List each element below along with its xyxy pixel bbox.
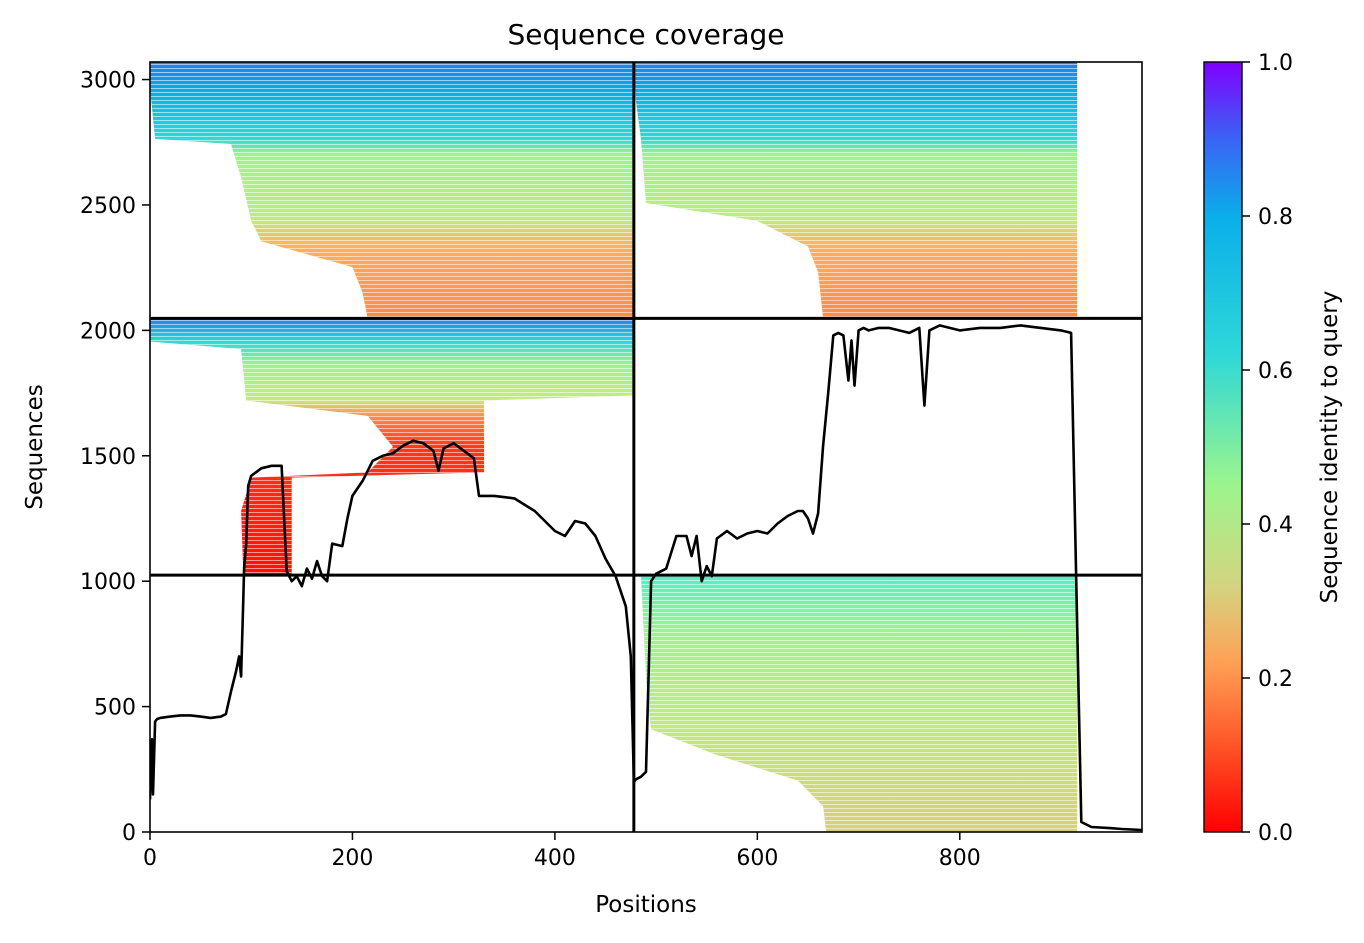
colorbar-tick-label: 0.4 xyxy=(1258,513,1293,538)
x-axis-label: Positions xyxy=(595,892,697,918)
y-tick-label: 2500 xyxy=(80,194,136,219)
x-tick-label: 800 xyxy=(939,846,981,871)
x-axis: 0 200 400 600 800 xyxy=(143,832,981,871)
block-boundaries xyxy=(150,62,1142,832)
coverage-block-texture-1 xyxy=(150,62,634,319)
y-tick-label: 2000 xyxy=(80,319,136,344)
colorbar-tick-label: 0.8 xyxy=(1258,205,1293,230)
y-tick-label: 3000 xyxy=(80,69,136,94)
coverage-heatmap xyxy=(150,62,1078,832)
x-tick-label: 200 xyxy=(331,846,373,871)
y-tick-label: 0 xyxy=(122,821,136,846)
y-tick-label: 1000 xyxy=(80,570,136,595)
y-tick-label: 1500 xyxy=(80,445,136,470)
coverage-line xyxy=(150,324,1142,832)
y-axis: 0 500 1000 1500 2000 2500 3000 xyxy=(80,69,150,846)
colorbar-tick-label: 1.0 xyxy=(1258,51,1293,76)
colorbar-tick-label: 0.6 xyxy=(1258,359,1293,384)
colorbar-tick-label: 0.2 xyxy=(1258,667,1293,692)
x-tick-label: 0 xyxy=(143,846,157,871)
colorbar xyxy=(1203,61,1243,833)
x-tick-label: 600 xyxy=(736,846,778,871)
colorbar-label: Sequence identity to query xyxy=(1317,291,1343,604)
y-axis-label: Sequences xyxy=(22,384,48,509)
coverage-block-texture-2 xyxy=(633,62,1078,319)
coverage-block-texture-4 xyxy=(640,575,1078,832)
axes-frame xyxy=(149,61,1143,833)
chart-title: Sequence coverage xyxy=(507,18,784,51)
x-tick-label: 400 xyxy=(534,846,576,871)
coverage-block-texture-3 xyxy=(150,318,634,576)
y-tick-label: 500 xyxy=(94,696,136,721)
colorbar-tick-label: 0.0 xyxy=(1258,821,1293,846)
colorbar-ticks: 0.0 0.2 0.4 0.6 0.8 1.0 xyxy=(1242,51,1293,846)
